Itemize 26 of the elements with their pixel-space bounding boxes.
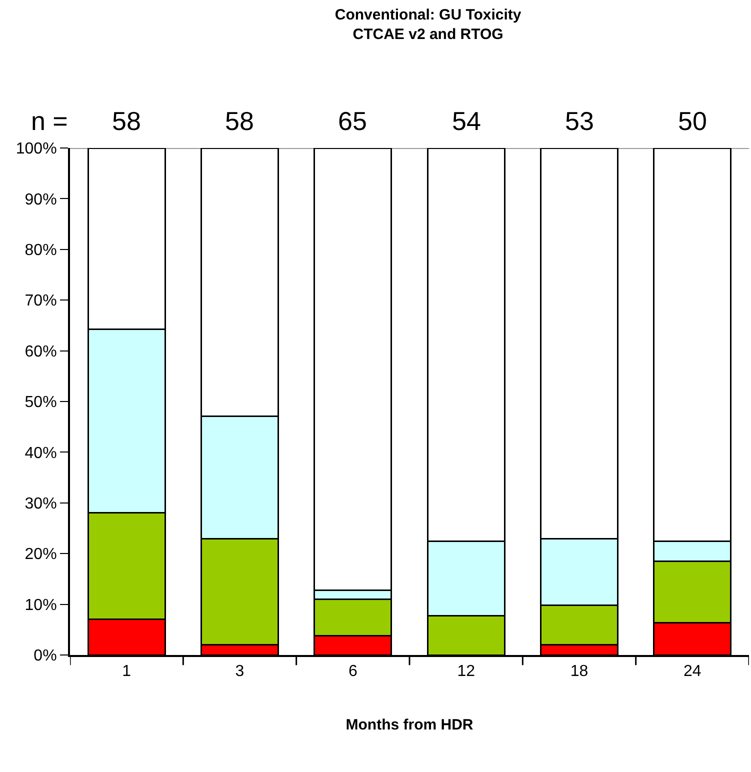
text: 50	[678, 106, 707, 136]
chart-title: Conventional: GU Toxicity CTCAE v2 and RTOG	[334, 6, 522, 43]
text: 58	[225, 106, 254, 136]
x-tick-label: 6	[348, 663, 358, 680]
y-tick-label: 50%	[24, 394, 57, 412]
y-tick-label: 60%	[24, 343, 57, 360]
text: 65	[338, 106, 367, 136]
x-tick-label: 12	[457, 663, 476, 680]
x-tick-label: 24	[684, 663, 702, 680]
y-tick-label: 30%	[24, 496, 57, 512]
y-tick-label: 40%	[24, 444, 57, 462]
y-tick-label: 70%	[24, 292, 57, 310]
y-tick-label: 20%	[24, 546, 57, 564]
y-tick-label: 100%	[16, 140, 57, 158]
text: 54	[452, 106, 481, 136]
text: 58	[112, 106, 141, 136]
text: n =	[31, 106, 68, 136]
y-tick-label: 0%	[34, 648, 57, 665]
y-tick-label: 80%	[24, 242, 57, 259]
x-tick-label: 1	[122, 663, 132, 680]
x-tick-label: 18	[570, 663, 588, 680]
y-tick-label: 10%	[24, 596, 57, 614]
x-tick-label: 3	[235, 663, 244, 680]
text: 53	[565, 106, 594, 136]
y-tick-label: 90%	[24, 191, 57, 208]
x-axis-title: Months from HDR	[346, 716, 474, 734]
